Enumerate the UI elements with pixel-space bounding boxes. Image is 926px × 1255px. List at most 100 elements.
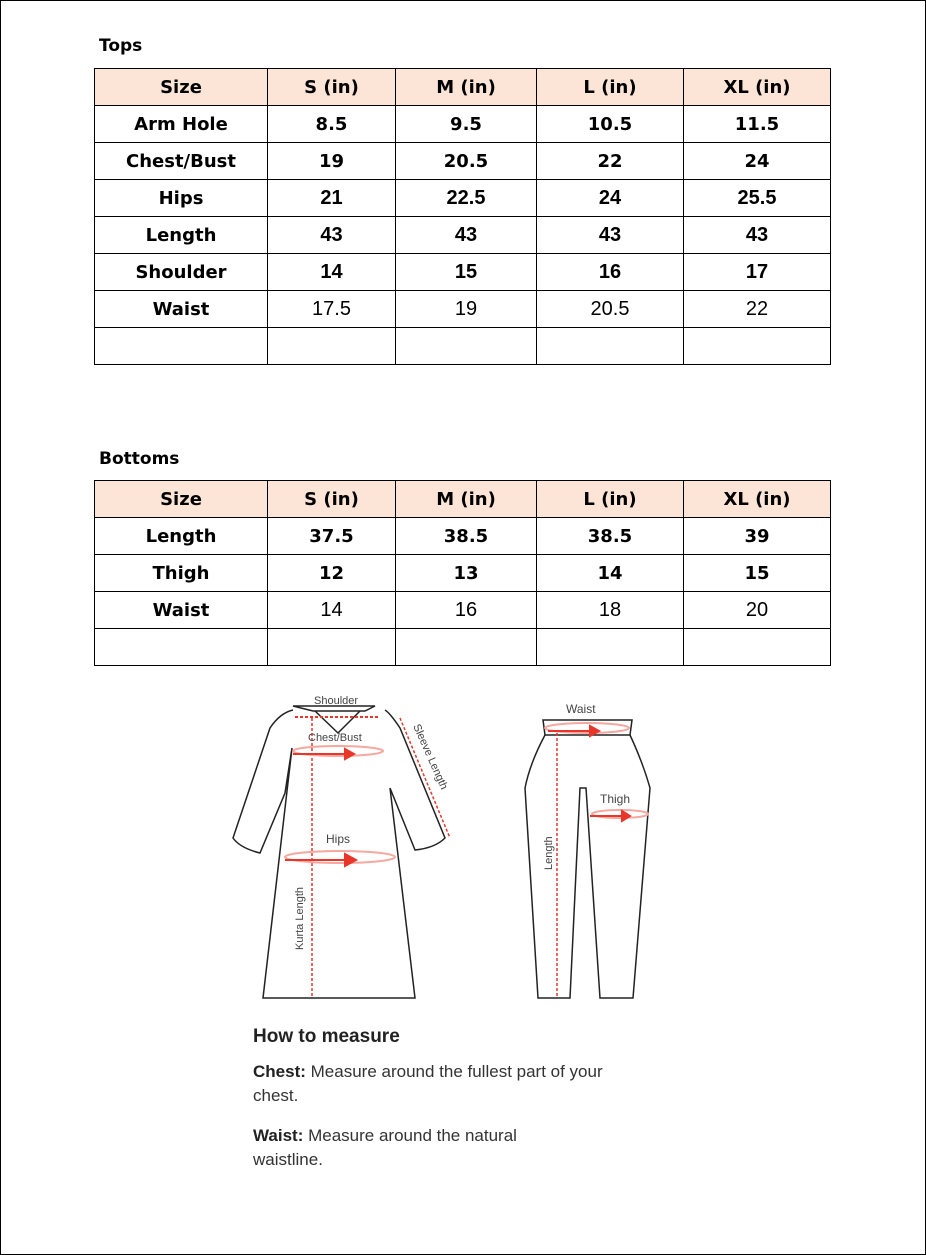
- size-value-cell: 43: [683, 216, 831, 254]
- tops-size-table: Size S (in) M (in) L (in) XL (in) Arm Ho…: [94, 68, 831, 365]
- size-value-cell: 11.5: [683, 105, 831, 143]
- row-label: Shoulder: [94, 253, 268, 291]
- row-label: Length: [94, 216, 268, 254]
- waist-text: Measure around the natural waistline.: [253, 1126, 517, 1169]
- size-value-cell: 15: [683, 554, 831, 592]
- size-value-cell: 21: [267, 179, 396, 217]
- bottoms-title: Bottoms: [99, 449, 180, 469]
- header-cell: S (in): [267, 480, 396, 518]
- header-cell: L (in): [536, 480, 684, 518]
- size-value-cell: 17.5: [267, 290, 396, 328]
- size-value-cell: 17: [683, 253, 831, 291]
- size-value-cell: 19: [267, 142, 396, 180]
- kurta-length-label: Kurta Length: [294, 887, 306, 950]
- header-cell: L (in): [536, 68, 684, 106]
- empty-cell: [536, 628, 684, 666]
- size-value-cell: 22.5: [395, 179, 537, 217]
- size-value-cell: 24: [683, 142, 831, 180]
- size-value-cell: 13: [395, 554, 537, 592]
- header-cell: Size: [94, 480, 268, 518]
- size-value-cell: 20.5: [536, 290, 684, 328]
- table-row: Length 43 43 43 43: [94, 216, 831, 254]
- table-row: Shoulder 14 15 16 17: [94, 253, 831, 291]
- size-value-cell: 43: [395, 216, 537, 254]
- table-row: Waist 17.5 19 20.5 22: [94, 290, 831, 328]
- size-value-cell: 22: [683, 290, 831, 328]
- table-row: Length 37.5 38.5 38.5 39: [94, 517, 831, 555]
- chest-instruction: Chest: Measure around the fullest part o…: [253, 1060, 633, 1108]
- header-cell: M (in): [395, 480, 537, 518]
- empty-cell: [683, 628, 831, 666]
- size-value-cell: 14: [267, 591, 396, 629]
- size-value-cell: 20.5: [395, 142, 537, 180]
- table-row: Waist 14 16 18 20: [94, 591, 831, 629]
- thigh-label: Thigh: [600, 792, 630, 806]
- hips-label: Hips: [326, 832, 350, 846]
- empty-cell: [683, 327, 831, 365]
- empty-row: [94, 628, 831, 666]
- shoulder-label: Shoulder: [314, 695, 358, 707]
- empty-row: [94, 327, 831, 365]
- empty-cell: [267, 327, 396, 365]
- size-value-cell: 14: [267, 253, 396, 291]
- header-cell: M (in): [395, 68, 537, 106]
- size-value-cell: 39: [683, 517, 831, 555]
- pants-measure-lines: [544, 722, 649, 996]
- how-to-measure: How to measure Chest: Measure around the…: [253, 1026, 633, 1172]
- table-row: Arm Hole 8.5 9.5 10.5 11.5: [94, 105, 831, 143]
- chest-text: Measure around the fullest part of your …: [253, 1062, 603, 1105]
- bottoms-size-table: Size S (in) M (in) L (in) XL (in) Length…: [94, 480, 831, 666]
- row-label: Arm Hole: [94, 105, 268, 143]
- size-value-cell: 16: [395, 591, 537, 629]
- kurta-illustration: [232, 705, 446, 999]
- empty-cell: [395, 628, 537, 666]
- size-value-cell: 20: [683, 591, 831, 629]
- table-row: Chest/Bust 19 20.5 22 24: [94, 142, 831, 180]
- size-value-cell: 38.5: [536, 517, 684, 555]
- how-to-title: How to measure: [253, 1026, 400, 1047]
- pants-length-label: Length: [543, 836, 555, 870]
- empty-cell: [94, 327, 268, 365]
- size-value-cell: 43: [267, 216, 396, 254]
- table-header-row: Size S (in) M (in) L (in) XL (in): [94, 480, 831, 518]
- empty-cell: [536, 327, 684, 365]
- size-value-cell: 15: [395, 253, 537, 291]
- table-header-row: Size S (in) M (in) L (in) XL (in): [94, 68, 831, 106]
- chest-term: Chest:: [253, 1062, 306, 1081]
- pants-waist-label: Waist: [566, 702, 596, 716]
- size-value-cell: 14: [536, 554, 684, 592]
- tops-title: Tops: [99, 36, 143, 56]
- row-label: Hips: [94, 179, 268, 217]
- waist-instruction: Waist: Measure around the natural waistl…: [253, 1124, 573, 1172]
- header-cell: S (in): [267, 68, 396, 106]
- chest-label: Chest/Bust: [308, 732, 362, 744]
- size-value-cell: 24: [536, 179, 684, 217]
- row-label: Waist: [94, 290, 268, 328]
- size-value-cell: 8.5: [267, 105, 396, 143]
- table-row: Hips 21 22.5 24 25.5: [94, 179, 831, 217]
- row-label: Thigh: [94, 554, 268, 592]
- size-value-cell: 9.5: [395, 105, 537, 143]
- size-value-cell: 16: [536, 253, 684, 291]
- empty-cell: [267, 628, 396, 666]
- header-cell: Size: [94, 68, 268, 106]
- size-value-cell: 22: [536, 142, 684, 180]
- size-value-cell: 19: [395, 290, 537, 328]
- row-label: Length: [94, 517, 268, 555]
- size-value-cell: 12: [267, 554, 396, 592]
- pants-illustration: [524, 719, 651, 999]
- header-cell: XL (in): [683, 68, 831, 106]
- header-cell: XL (in): [683, 480, 831, 518]
- size-value-cell: 38.5: [395, 517, 537, 555]
- table-row: Thigh 12 13 14 15: [94, 554, 831, 592]
- row-label: Chest/Bust: [94, 142, 268, 180]
- size-value-cell: 25.5: [683, 179, 831, 217]
- size-value-cell: 43: [536, 216, 684, 254]
- kurta-measure-lines: [284, 716, 451, 996]
- empty-cell: [94, 628, 268, 666]
- size-value-cell: 18: [536, 591, 684, 629]
- size-value-cell: 10.5: [536, 105, 684, 143]
- measurement-diagram: Shoulder Chest/Bust Hips Sleeve Length K…: [232, 695, 651, 999]
- size-value-cell: 37.5: [267, 517, 396, 555]
- row-label: Waist: [94, 591, 268, 629]
